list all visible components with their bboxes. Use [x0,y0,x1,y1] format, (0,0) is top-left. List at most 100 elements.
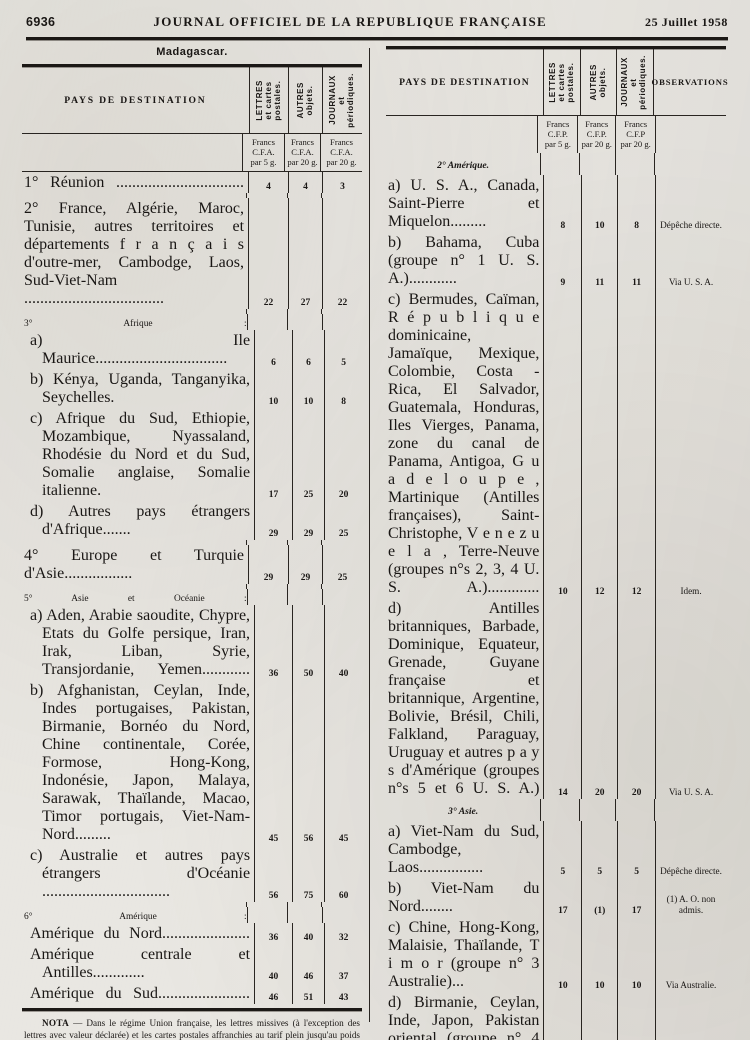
table-row: c) Afrique du Sud, Ethiopie, Mozambique,… [22,408,362,502]
units-blank [22,134,242,171]
right-column: PAYS DE DESTINATION LETTRES et cartes po… [386,46,728,1040]
observation-text: Via Australie. [655,917,726,993]
value-other-objects [287,589,322,606]
units-other: Francs C.F.A. par 20 g. [283,134,320,172]
value-letters: 14 [543,598,581,800]
value-other-objects: 29 [287,545,322,585]
caledonie-right-body: 2° Amérique. a) U. S. A., Canada, Saint-P… [386,153,726,1040]
value-other-objects: 51 [291,983,324,1005]
value-other-objects: (1) [581,878,617,918]
value-letters: 6 [254,330,292,370]
caledonie-right-units-row: Francs C.F.P. par 5 g. Francs C.F.P. par… [386,116,726,154]
destination-label: d) Autres pays étrangers d'Afrique......… [30,502,251,538]
value-newspapers: 45 [324,680,362,846]
value-other-objects: 10 [291,369,324,409]
destination-label: b) Kénya, Uganda, Tanganyika, Seychelles… [30,370,251,406]
value-newspapers: 11 [617,232,655,290]
table-row: a) Ile Maurice..........................… [22,330,362,370]
value-letters [246,314,287,331]
madagascar-table-header: PAYS DE DESTINATION LETTRES et cartes po… [22,67,362,134]
table-row: b) Viet-Nam du Nord........ 17 (1) 17 (1) A.… [386,878,726,918]
value-other-objects [578,153,616,176]
group-label: 6° Amérique : [24,912,247,923]
header-newspapers: JOURNAUX et périodiques. [322,67,362,133]
value-other-objects: 25 [291,408,324,502]
table-row: d) Antilles britanniques, Barbade, Domin… [386,598,726,800]
header-destination: PAYS DE DESTINATION [399,76,530,88]
value-newspapers: 5 [617,821,655,879]
table-group-heading: 6° Amérique : [22,907,362,924]
observation-text [653,153,726,176]
destination-label: c) Chine, Hong-Kong, Malaisie, Thaïlande… [388,918,540,990]
value-newspapers: 25 [324,501,362,541]
table-row: d) Autres pays étrangers d'Afrique......… [22,501,362,541]
table-row: Amérique centrale et Antilles...........… [22,944,362,984]
value-letters: 29 [254,501,292,541]
value-newspapers: 60 [324,845,362,903]
value-letters: 10 [543,992,581,1040]
destination-label: a) Aden, Arabie saoudite, Chypre, Etats … [30,606,251,678]
value-other-objects: 29 [291,501,324,541]
value-newspapers: 14 [617,992,655,1040]
destination-label: a) Ile Maurice..........................… [30,331,251,367]
value-letters: 9 [543,232,581,290]
value-newspapers: 12 [617,289,655,599]
value-newspapers: 20 [324,408,362,502]
value-letters [246,907,287,924]
observation-text: Idem. [655,289,726,599]
value-newspapers: 17 [617,878,655,918]
nota-label: NOTA [42,1018,70,1029]
group-label: 3° Afrique : [24,319,247,330]
nota-text: — Dans le régime Union française, les le… [24,1018,360,1040]
section-label: 3° Asie. [448,806,479,818]
value-other-objects: 50 [291,605,324,681]
value-letters: 10 [543,917,581,993]
header-observations: OBSERVATIONS [651,49,728,115]
table-row: c) Australie et autres pays étrangers d'… [22,845,362,903]
units-letters: Francs C.F.A. par 5 g. [242,134,284,172]
value-letters: 40 [254,944,292,984]
value-letters: 36 [254,605,292,681]
value-letters [246,589,287,606]
destination-label: b) Afghanistan, Ceylan, Inde, Indes port… [30,681,251,843]
header-letters: LETTRES et cartes postales. [248,67,289,133]
value-other-objects: 6 [291,330,324,370]
units-obs-blank [655,116,726,154]
destination-label: d) Birmanie, Ceylan, Inde, Japon, Pakist… [388,993,540,1040]
header-other-objects: AUTRES objets. [580,49,615,115]
destination-label: c) Australie et autres pays étrangers d'… [30,846,251,900]
units-letters: Francs C.F.P. par 5 g. [537,116,577,154]
value-newspapers [321,907,362,924]
value-newspapers [321,314,362,331]
value-letters: 36 [254,923,292,945]
observation-text: (1) A. O. non admis. [655,878,726,918]
destination-label: b) Viet-Nam du Nord........ [388,879,540,915]
value-other-objects: 10 [581,917,617,993]
value-letters: 22 [248,198,288,310]
group-label: 5° Asie et Océanie : [24,594,247,605]
value-newspapers: 22 [322,198,362,310]
units-other: Francs C.F.P. par 20 g. [577,116,615,154]
header-letters: LETTRES et cartes postales. [543,49,580,115]
value-newspapers: 20 [617,598,655,800]
value-letters: 4 [248,172,288,194]
value-newspapers: 3 [322,172,362,194]
observation-text: Dépêche directe. [655,821,726,879]
value-letters: 5 [543,821,581,879]
madagascar-table: PAYS DE DESTINATION LETTRES et cartes po… [22,64,362,1013]
table-row: a) Aden, Arabie saoudite, Chypre, Etats … [22,605,362,681]
value-other-objects: 46 [291,944,324,984]
left-column: Madagascar. PAYS DE DESTINATION LETTRES … [22,46,362,1040]
value-other-objects [578,799,616,822]
destination-label: 2° France, Algérie, Maroc, Tunisie, autr… [24,199,245,307]
caledonie-table-right: PAYS DE DESTINATION LETTRES et cartes po… [386,46,728,1040]
row-spacer [22,902,362,908]
destination-label: d) Antilles britanniques, Barbade, Domin… [388,599,540,797]
table-row: c) Chine, Hong-Kong, Malaisie, Thaïlande… [386,917,726,993]
units-blank [386,116,537,153]
value-newspapers [615,799,654,822]
value-newspapers: 32 [324,923,362,945]
observation-text: Via U. S. A. [655,598,726,800]
value-other-objects: 11 [581,232,617,290]
